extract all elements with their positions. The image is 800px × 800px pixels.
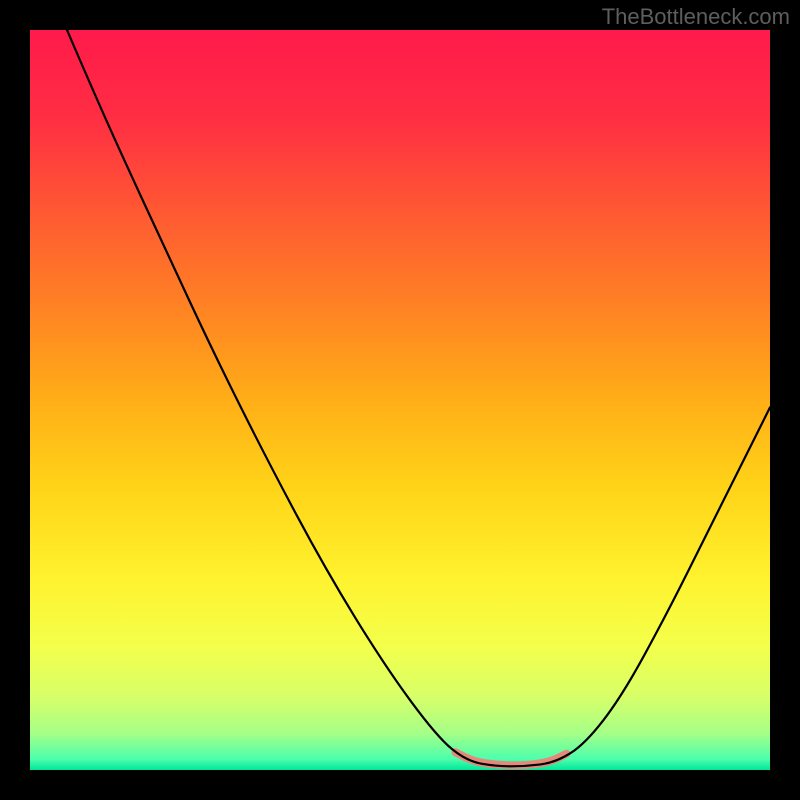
watermark-text: TheBottleneck.com [602,4,790,30]
chart-background [30,30,770,770]
chart-frame: TheBottleneck.com [0,0,800,800]
bottleneck-curve-chart [0,0,800,800]
